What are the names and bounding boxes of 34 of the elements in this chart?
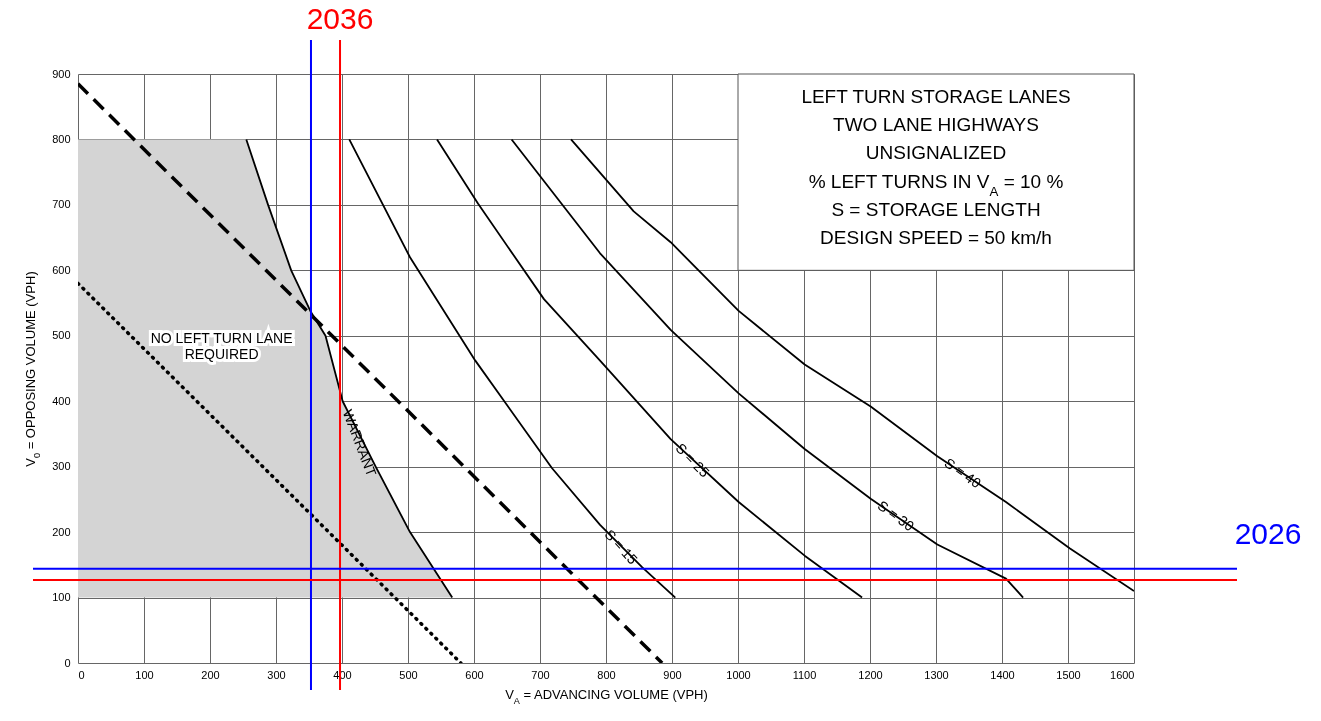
line-series: [570, 138, 1134, 592]
x-tick-label: 200: [201, 668, 220, 681]
y-tick-label: 0: [64, 656, 71, 669]
y-tick-label: 100: [52, 591, 71, 604]
text: 2026: [1234, 516, 1302, 550]
y-tick-label: 300: [52, 460, 71, 473]
x-tick-label: 800: [597, 668, 616, 681]
x-tick-label: 1500: [1056, 668, 1081, 681]
x-tick-label: 100: [135, 668, 154, 681]
y-tick-label: 200: [52, 525, 71, 538]
x-tick-label: 600: [465, 668, 484, 681]
x-tick-label: 700: [531, 668, 550, 681]
annotation: NO LEFT TURN LANE REQUIRED: [150, 330, 293, 363]
x-tick-label: 900: [663, 668, 682, 681]
x-tick-label: 1300: [924, 668, 949, 681]
y-tick-label: 400: [52, 394, 71, 407]
text: LEFT TURN STORAGE LANES: [801, 86, 1071, 107]
x-axis-title: V$_{A}$ = ADVANCING VOLUME (VPH): [505, 686, 708, 706]
x-tick-label: 300: [267, 668, 286, 681]
y-tick-label: 500: [52, 329, 71, 342]
x-tick-label: 1000: [726, 668, 751, 681]
text: S = 40: [941, 454, 985, 492]
x-tick-label: 1400: [990, 668, 1015, 681]
x-tick-label: 1200: [858, 668, 883, 681]
x-tick-label: 500: [399, 668, 418, 681]
y-tick-label: 800: [52, 132, 71, 145]
x-tick-label: 0: [78, 668, 85, 681]
y-tick-label: 600: [52, 263, 71, 276]
x-tick-label: 1600: [1110, 668, 1135, 681]
text: 2036: [306, 2, 374, 35]
x-tick-label: 1100: [792, 668, 817, 681]
y-tick-label: 700: [52, 198, 71, 211]
y-tick-label: 900: [52, 67, 71, 80]
text: TWO LANE HIGHWAYS UNSIGNALIZED % LEFT TURNS IN V$_{A}$ = 10 % S = STORAGE LENGTH DESIGN SPEED = 50 km/h: [808, 114, 1064, 248]
